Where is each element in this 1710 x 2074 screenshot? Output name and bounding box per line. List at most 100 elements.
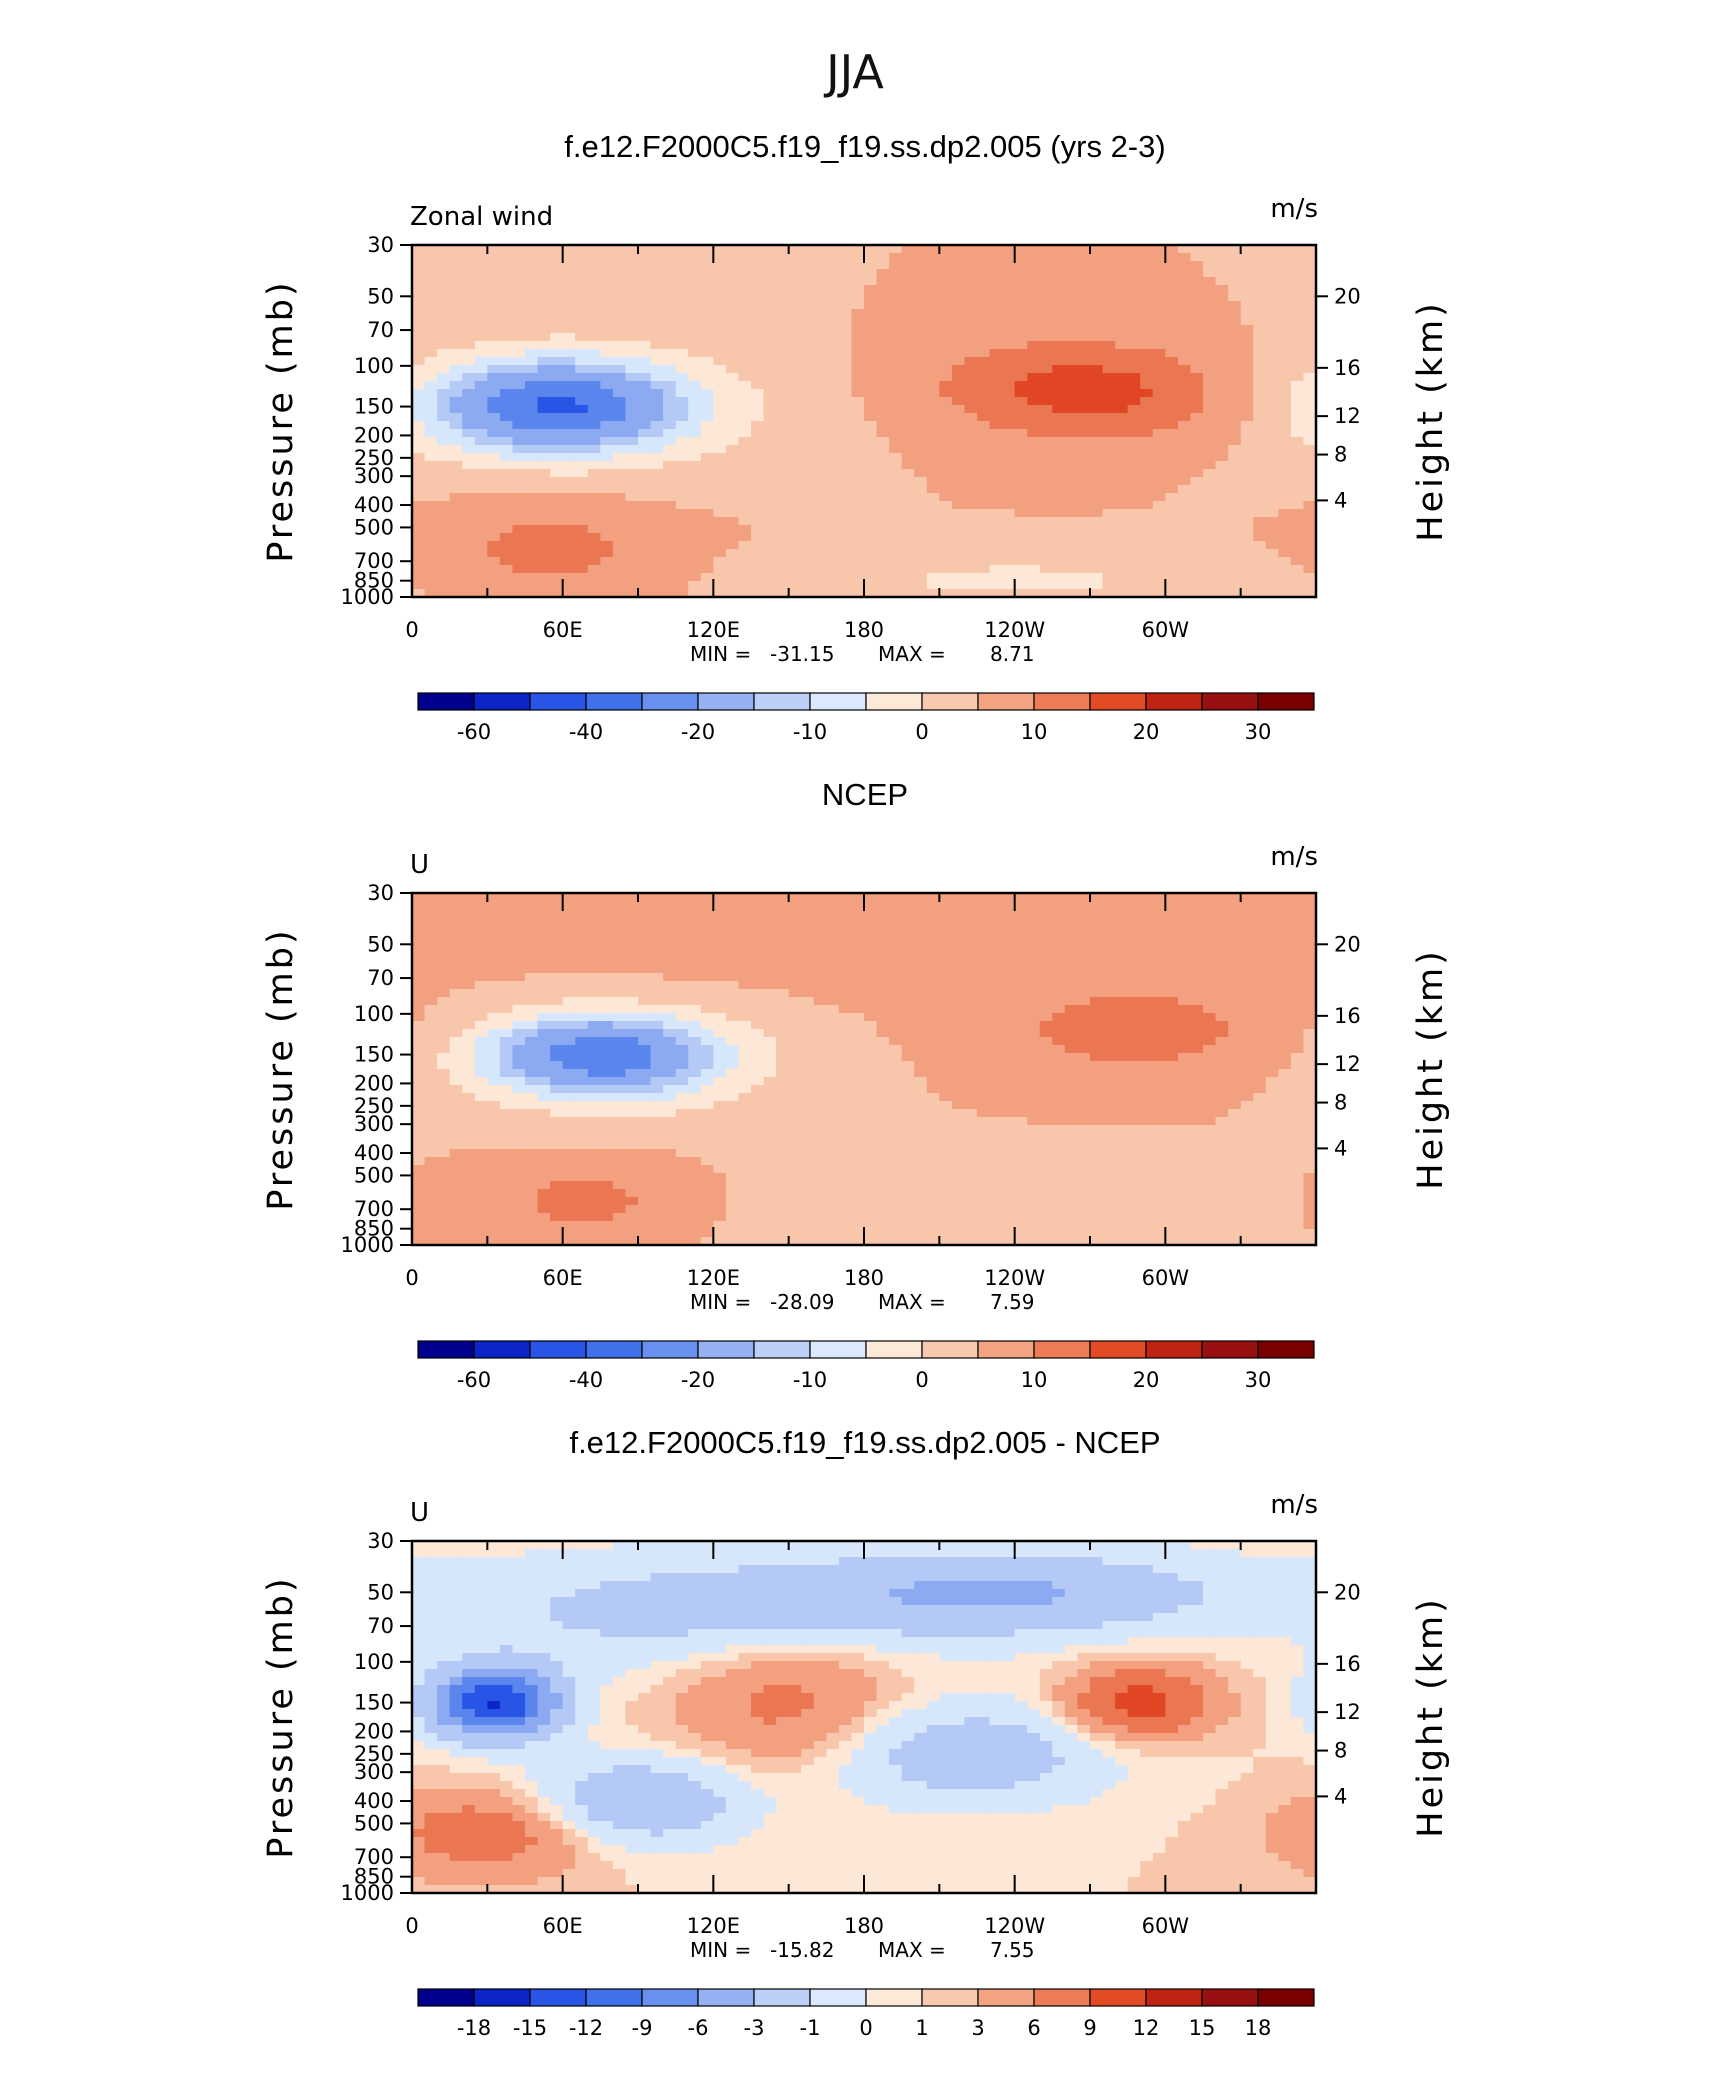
heatmap-cell bbox=[1064, 469, 1079, 478]
heatmap-cell bbox=[638, 245, 652, 254]
heatmap-cell bbox=[587, 309, 601, 318]
heatmap-cell bbox=[1190, 469, 1204, 478]
heatmap-cell bbox=[587, 549, 601, 558]
heatmap-cell bbox=[525, 325, 539, 334]
heatmap-cell bbox=[738, 1013, 752, 1022]
heatmap-cell bbox=[914, 1053, 928, 1062]
heatmap-cell bbox=[1027, 565, 1041, 574]
heatmap-cell bbox=[512, 525, 526, 534]
heatmap-cell bbox=[964, 509, 978, 518]
heatmap-cell bbox=[1177, 381, 1192, 390]
heatmap-cell bbox=[1014, 981, 1028, 990]
heatmap-cell bbox=[663, 309, 677, 318]
heatmap-cell bbox=[537, 493, 551, 502]
heatmap-cell bbox=[424, 981, 438, 990]
heatmap-cell bbox=[1052, 421, 1066, 430]
heatmap-cell bbox=[700, 413, 714, 422]
heatmap-cell bbox=[1165, 525, 1179, 534]
heatmap-cell bbox=[675, 973, 689, 982]
heatmap-cell bbox=[1152, 541, 1166, 550]
heatmap-cell bbox=[550, 317, 564, 326]
heatmap-cell bbox=[512, 245, 526, 254]
heatmap-cell bbox=[550, 429, 564, 438]
heatmap-cell bbox=[1215, 261, 1229, 270]
heatmap-cell bbox=[412, 997, 426, 1006]
heatmap-cell bbox=[650, 469, 664, 478]
heatmap-cell bbox=[537, 989, 551, 998]
heatmap-cell bbox=[964, 405, 978, 414]
heatmap-cell bbox=[1027, 893, 1041, 902]
heatmap-cell bbox=[713, 581, 727, 590]
heatmap-cell bbox=[751, 1061, 765, 1070]
heatmap-cell bbox=[813, 509, 827, 518]
heatmap-cell bbox=[1177, 429, 1192, 438]
heatmap-cell bbox=[951, 325, 966, 334]
heatmap-cell bbox=[424, 901, 438, 910]
heatmap-cell bbox=[1052, 965, 1066, 974]
heatmap-cell bbox=[537, 1013, 551, 1022]
heatmap-cell bbox=[474, 949, 488, 958]
heatmap-cell bbox=[499, 333, 514, 342]
heatmap-cell bbox=[725, 1013, 740, 1022]
heatmap-cell bbox=[1278, 253, 1292, 262]
heatmap-cell bbox=[1240, 1037, 1254, 1046]
heatmap-cell bbox=[1190, 413, 1204, 422]
heatmap-cell bbox=[838, 1061, 853, 1070]
heatmap-cell bbox=[1027, 349, 1041, 358]
heatmap-cell bbox=[1240, 341, 1254, 350]
heatmap-cell bbox=[1177, 1069, 1192, 1078]
heatmap-cell bbox=[713, 917, 727, 926]
heatmap-cell bbox=[713, 317, 727, 326]
heatmap-cell bbox=[424, 1077, 438, 1086]
heatmap-cell bbox=[499, 325, 514, 334]
heatmap-cell bbox=[851, 445, 865, 454]
heatmap-cell bbox=[725, 917, 740, 926]
heatmap-cell bbox=[575, 245, 589, 254]
heatmap-cell bbox=[550, 277, 564, 286]
heatmap-cell bbox=[964, 397, 978, 406]
heatmap-cell bbox=[851, 269, 865, 278]
heatmap-cell bbox=[1203, 333, 1217, 342]
heatmap-cell bbox=[600, 997, 614, 1006]
heatmap-cell bbox=[1278, 573, 1292, 582]
heatmap-cell bbox=[638, 445, 652, 454]
heatmap-cell bbox=[751, 365, 765, 374]
heatmap-cell bbox=[1090, 453, 1104, 462]
heatmap-cell bbox=[638, 533, 652, 542]
heatmap-cell bbox=[424, 893, 438, 902]
heatmap-cell bbox=[977, 973, 991, 982]
heatmap-cell bbox=[487, 381, 501, 390]
heatmap-cell bbox=[612, 453, 627, 462]
heatmap-cell bbox=[901, 1021, 915, 1030]
heatmap-cell bbox=[926, 1021, 940, 1030]
heatmap-cell bbox=[763, 941, 777, 950]
heatmap-cell bbox=[525, 925, 539, 934]
heatmap-cell bbox=[462, 341, 476, 350]
heatmap-cell bbox=[926, 589, 940, 598]
heatmap-cell bbox=[412, 957, 426, 966]
heatmap-cell bbox=[449, 421, 463, 430]
heatmap-cell bbox=[550, 325, 564, 334]
heatmap-cell bbox=[700, 373, 714, 382]
heatmap-cell bbox=[1127, 509, 1141, 518]
heatmap-cell bbox=[562, 1013, 576, 1022]
heatmap-cell bbox=[1052, 1013, 1066, 1022]
heatmap-cell bbox=[1102, 909, 1116, 918]
heatmap-cell bbox=[851, 397, 865, 406]
heatmap-cell bbox=[801, 549, 815, 558]
heatmap-cell bbox=[575, 1005, 589, 1014]
heatmap-cell bbox=[889, 381, 903, 390]
heatmap-cell bbox=[1278, 949, 1292, 958]
heatmap-cell bbox=[1002, 261, 1016, 270]
heatmap-cell bbox=[889, 437, 903, 446]
heatmap-cell bbox=[487, 901, 501, 910]
heatmap-cell bbox=[725, 525, 740, 534]
heatmap-cell bbox=[926, 413, 940, 422]
heatmap-cell bbox=[1190, 1029, 1204, 1038]
heatmap-cell bbox=[1064, 997, 1079, 1006]
heatmap-cell bbox=[1090, 437, 1104, 446]
heatmap-cell bbox=[1278, 517, 1292, 526]
heatmap-cell bbox=[1278, 445, 1292, 454]
heatmap-cell bbox=[788, 893, 802, 902]
heatmap-cell bbox=[575, 917, 589, 926]
